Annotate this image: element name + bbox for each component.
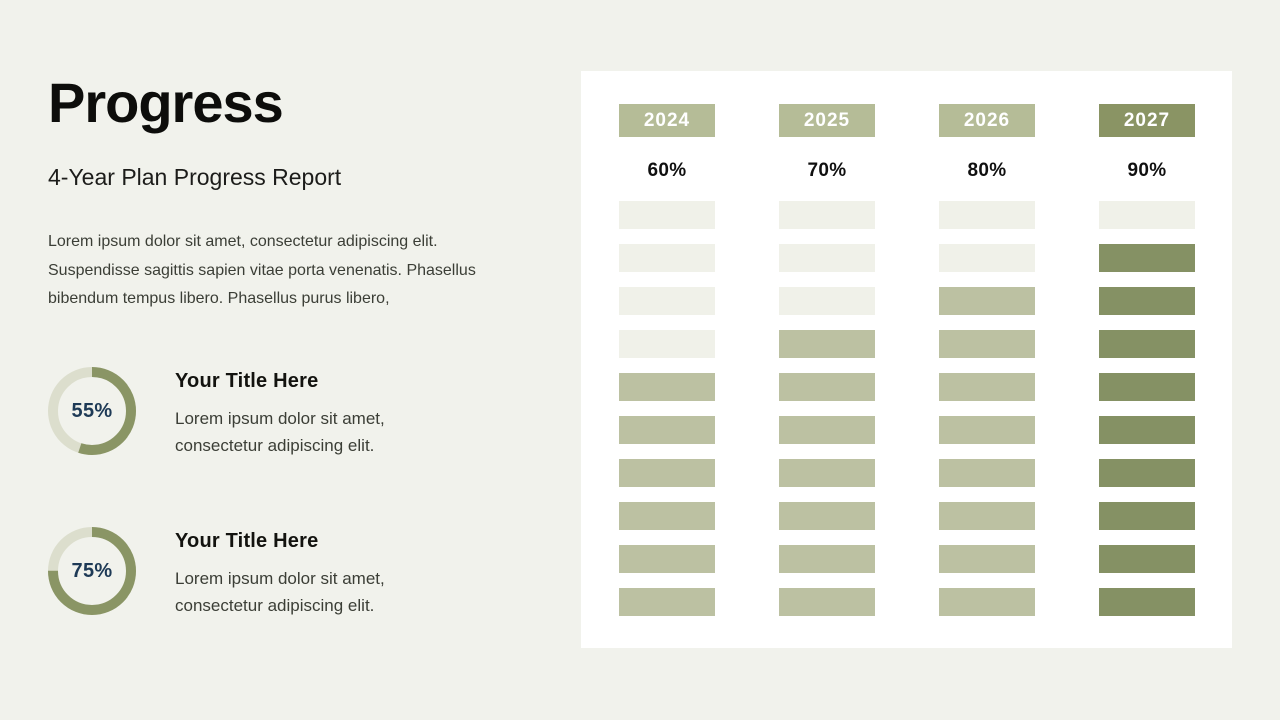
progress-cell-empty: [939, 244, 1035, 272]
progress-cell-filled: [619, 545, 715, 573]
year-percent-label: 70%: [807, 160, 847, 181]
progress-cell-filled: [1099, 416, 1195, 444]
progress-cell-filled: [619, 502, 715, 530]
progress-cell-filled: [779, 545, 875, 573]
progress-donut-75: 75%: [48, 527, 136, 615]
year-percent-label: 80%: [967, 160, 1007, 181]
progress-cell-filled: [939, 588, 1035, 616]
progress-cell-empty: [779, 287, 875, 315]
progress-cell-filled: [779, 416, 875, 444]
progress-cell-filled: [939, 373, 1035, 401]
progress-cell-filled: [1099, 330, 1195, 358]
progress-cell-filled: [1099, 459, 1195, 487]
feature-text-block: Your Title Here Lorem ipsum dolor sit am…: [175, 527, 437, 619]
progress-cell-filled: [1099, 244, 1195, 272]
progress-cell-empty: [619, 287, 715, 315]
progress-cell-filled: [939, 545, 1035, 573]
year-percent-label: 60%: [647, 160, 687, 181]
progress-cell-empty: [619, 201, 715, 229]
progress-cell-filled: [1099, 502, 1195, 530]
progress-cell-filled: [1099, 545, 1195, 573]
year-chip: 2026: [939, 104, 1035, 137]
progress-chart-card: 2024 60% 2025 70% 2026 80% 2027 90%: [581, 71, 1232, 648]
feature-item-2: 75% Your Title Here Lorem ipsum dolor si…: [48, 527, 437, 619]
page-subtitle: 4-Year Plan Progress Report: [48, 164, 342, 190]
progress-cell-filled: [619, 459, 715, 487]
cell-stack: [779, 201, 875, 616]
progress-cell-filled: [779, 588, 875, 616]
year-chip: 2024: [619, 104, 715, 137]
progress-cell-filled: [939, 287, 1035, 315]
cell-stack: [1099, 201, 1195, 616]
progress-cell-filled: [939, 416, 1035, 444]
intro-paragraph: Lorem ipsum dolor sit amet, consectetur …: [48, 233, 476, 307]
feature-item-1: 55% Your Title Here Lorem ipsum dolor si…: [48, 367, 437, 459]
progress-cell-empty: [939, 201, 1035, 229]
feature-text-block: Your Title Here Lorem ipsum dolor sit am…: [175, 367, 437, 459]
progress-cell-empty: [619, 244, 715, 272]
progress-cell-filled: [779, 330, 875, 358]
donut-percent-label: 75%: [71, 559, 113, 582]
progress-cell-filled: [779, 373, 875, 401]
progress-cell-empty: [619, 330, 715, 358]
progress-cell-filled: [619, 588, 715, 616]
progress-cell-filled: [779, 459, 875, 487]
progress-donut-55: 55%: [48, 367, 136, 455]
cell-stack: [619, 201, 715, 616]
progress-cell-empty: [779, 244, 875, 272]
feature-title: Your Title Here: [175, 370, 319, 392]
progress-cell-filled: [939, 502, 1035, 530]
year-chip: 2025: [779, 104, 875, 137]
year-percent-label: 90%: [1127, 160, 1167, 181]
progress-cell-filled: [1099, 287, 1195, 315]
donut-percent-label: 55%: [71, 399, 113, 422]
progress-cell-empty: [1099, 201, 1195, 229]
feature-description: Lorem ipsum dolor sit amet, consectetur …: [175, 569, 385, 615]
progress-cell-filled: [779, 502, 875, 530]
progress-cell-filled: [1099, 588, 1195, 616]
progress-cell-filled: [939, 459, 1035, 487]
year-chip: 2027: [1099, 104, 1195, 137]
progress-cell-filled: [939, 330, 1035, 358]
feature-description: Lorem ipsum dolor sit amet, consectetur …: [175, 409, 385, 455]
progress-cell-empty: [779, 201, 875, 229]
progress-cell-filled: [619, 373, 715, 401]
page-title: Progress: [48, 71, 284, 134]
progress-cell-filled: [1099, 373, 1195, 401]
feature-title: Your Title Here: [175, 530, 319, 552]
progress-cell-filled: [619, 416, 715, 444]
cell-stack: [939, 201, 1035, 616]
